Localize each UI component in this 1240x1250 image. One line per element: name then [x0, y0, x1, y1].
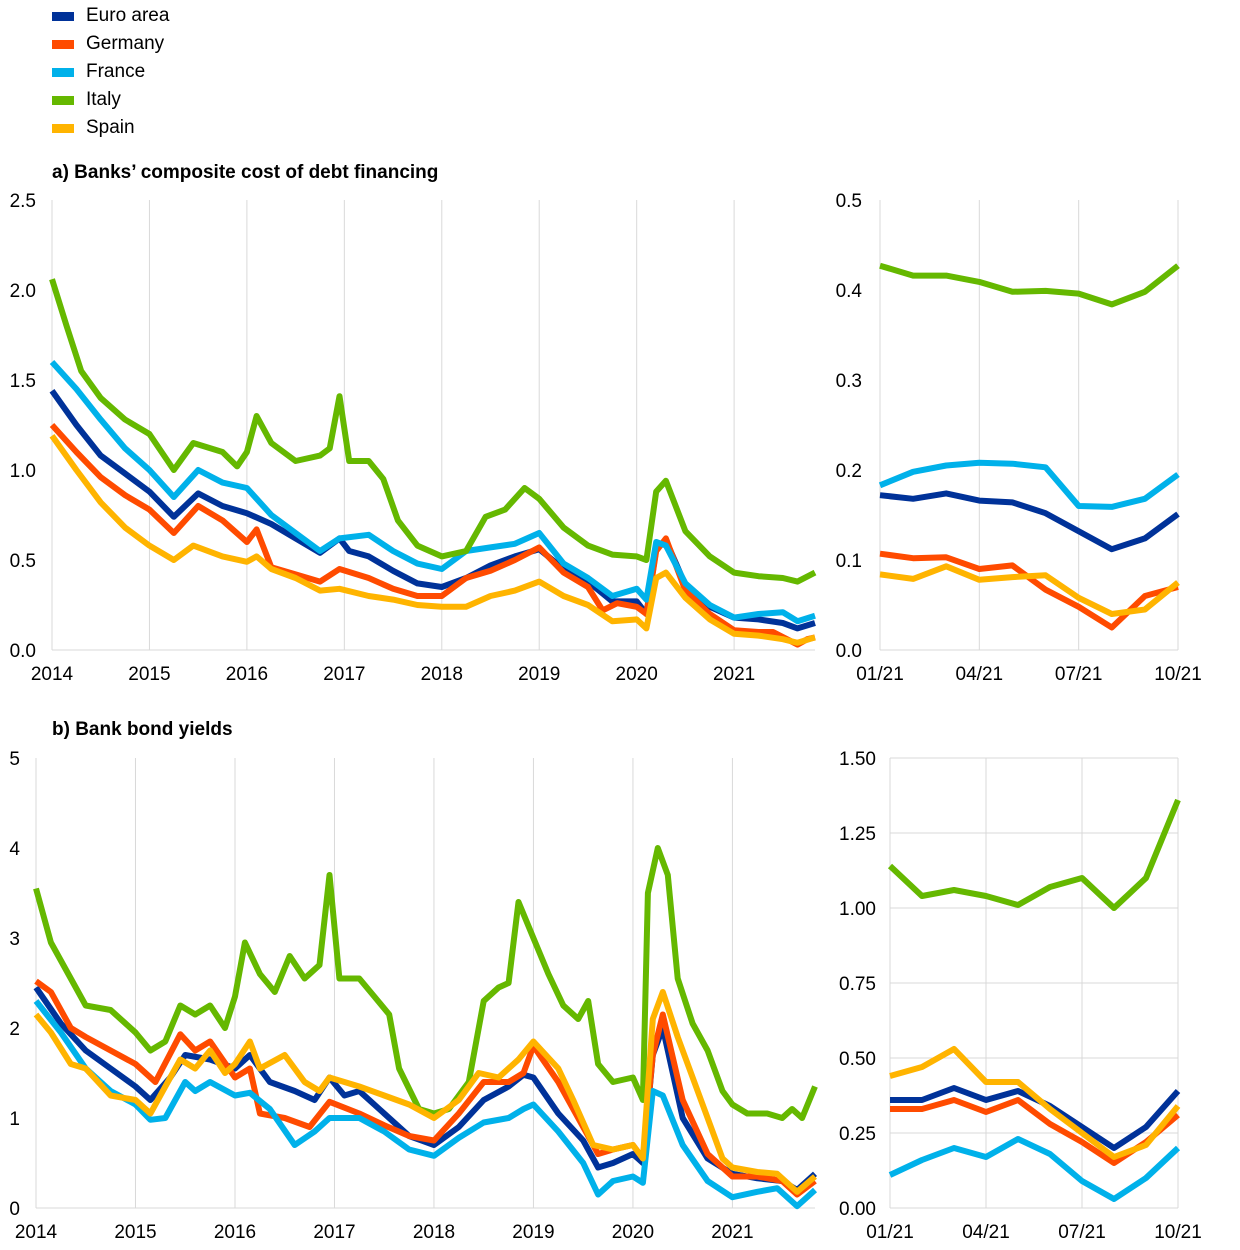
y-tick-label: 0.2: [836, 461, 862, 482]
series-line-euro-area: [49, 389, 816, 632]
x-tick-label: 2020: [616, 664, 658, 685]
x-tick-label: 01/21: [866, 1222, 914, 1243]
y-tick-label: 0.0: [10, 641, 36, 662]
series-line-germany: [49, 422, 816, 648]
x-tick-label: 2014: [31, 664, 74, 685]
y-tick-label: 4: [9, 839, 20, 860]
chart-b-zoom: 0.00 0.25 0.50 0.75 1.00 1.25 1.50 01/21 04/21 07…: [839, 749, 1202, 1243]
legend-item-italy: Italy: [52, 86, 169, 114]
y-tick-label: 0.00: [839, 1199, 876, 1220]
y-tick-label: 1.0: [10, 461, 36, 482]
x-tick-label: 2015: [128, 664, 170, 685]
y-tick-label: 5: [9, 749, 20, 770]
panel-b-title: b) Bank bond yields: [52, 719, 233, 740]
y-tick-label: 0.5: [836, 191, 862, 212]
legend-swatch: [52, 95, 74, 105]
legend-label: France: [86, 61, 146, 82]
legend-swatch: [52, 67, 74, 77]
series-line-italy: [49, 278, 817, 585]
y-tick-label: 0.5: [10, 551, 36, 572]
x-tick-label: 10/21: [1154, 664, 1202, 685]
x-tick-label: 2021: [713, 664, 755, 685]
legend: Euro area Germany France Italy Spain: [52, 2, 169, 142]
legend-swatch: [52, 123, 74, 133]
x-tick-label: 2018: [413, 1222, 455, 1243]
x-tick-label: 07/21: [1055, 664, 1103, 685]
x-tick-label: 2014: [15, 1222, 58, 1243]
y-tick-label: 0: [9, 1199, 20, 1220]
series-line-germany: [879, 550, 1179, 631]
x-tick-label: 2017: [313, 1222, 355, 1243]
legend-item-germany: Germany: [52, 30, 169, 58]
x-tick-label: 2016: [226, 664, 268, 685]
series-line-euro-area: [879, 490, 1180, 553]
y-tick-label: 1: [9, 1109, 20, 1130]
series-line-spain: [879, 563, 1180, 617]
series-line-spain: [33, 989, 817, 1195]
legend-item-france: France: [52, 58, 169, 86]
y-tick-label: 0.1: [836, 551, 862, 572]
series-line-france: [49, 359, 816, 625]
legend-swatch: [52, 11, 74, 21]
y-tick-label: 0.4: [836, 281, 863, 302]
legend-label: Spain: [86, 117, 135, 138]
chart-a-zoom: 0.0 0.1 0.2 0.3 0.4 0.5 01/21 04/21 07/21 10/21: [836, 191, 1202, 685]
series-line-italy: [879, 262, 1180, 308]
x-tick-label: 04/21: [956, 664, 1004, 685]
y-tick-label: 1.25: [839, 824, 876, 845]
series-line-france: [888, 1136, 1181, 1202]
series-line-spain: [889, 1046, 1181, 1160]
y-tick-label: 0.3: [836, 371, 862, 392]
x-tick-label: 2020: [612, 1222, 654, 1243]
y-tick-label: 1.5: [10, 371, 36, 392]
y-tick-label: 1.00: [839, 899, 876, 920]
panel-a-title: a) Banks’ composite cost of debt financi…: [52, 162, 439, 183]
x-tick-label: 07/21: [1058, 1222, 1106, 1243]
y-tick-label: 0.75: [839, 974, 876, 995]
y-tick-label: 2: [9, 1019, 20, 1040]
legend-item-spain: Spain: [52, 114, 169, 142]
series-line-spain: [49, 434, 816, 646]
legend-label: Italy: [86, 89, 121, 110]
legend-label: Germany: [86, 33, 165, 54]
x-tick-label: 01/21: [856, 664, 904, 685]
legend-swatch: [52, 39, 74, 49]
x-tick-label: 2017: [323, 664, 365, 685]
x-tick-label: 2019: [518, 664, 560, 685]
x-tick-label: 2019: [512, 1222, 554, 1243]
x-tick-label: 2015: [114, 1222, 156, 1243]
legend-label: Euro area: [86, 5, 170, 26]
x-tick-label: 04/21: [962, 1222, 1010, 1243]
x-tick-label: 2018: [421, 664, 463, 685]
series-line-germany: [34, 978, 817, 1198]
series-line-italy: [887, 798, 1181, 911]
y-tick-label: 2.0: [10, 281, 36, 302]
series-line-france: [33, 999, 818, 1210]
x-tick-label: 10/21: [1154, 1222, 1202, 1243]
y-tick-label: 1.50: [839, 749, 876, 770]
y-tick-label: 0.0: [836, 641, 862, 662]
y-tick-label: 2.5: [10, 191, 36, 212]
y-tick-label: 0.25: [839, 1124, 876, 1145]
x-tick-label: 2021: [711, 1222, 753, 1243]
series-line-france: [878, 459, 1180, 510]
y-tick-label: 3: [9, 929, 20, 950]
y-tick-label: 0.50: [839, 1049, 876, 1070]
chart-b-main: 0 1 2 3 4 5 2014 2015 2016 2017 2018 2019 2020 2021: [9, 749, 818, 1243]
chart-a-main: 0.0 0.5 1.0 1.5 2.0 2.5 2014 2015 2016 2017 2018 20…: [10, 191, 817, 685]
legend-item-euro-area: Euro area: [52, 2, 169, 30]
x-tick-label: 2016: [214, 1222, 256, 1243]
